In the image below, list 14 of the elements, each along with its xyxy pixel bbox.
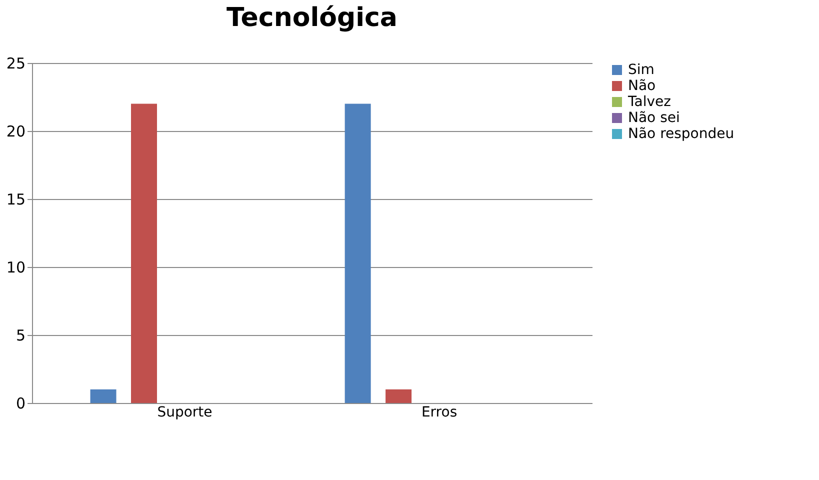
chart-title: Tecnológica (226, 3, 398, 33)
y-tick-label: 15 (6, 190, 26, 208)
x-tick-label: Erros (421, 404, 458, 420)
x-tick-label: Suporte (157, 404, 212, 420)
legend-label: Não sei (628, 110, 680, 126)
y-tick-label: 0 (16, 394, 26, 412)
legend-label: Sim (628, 62, 654, 78)
y-tick-label: 5 (16, 326, 26, 344)
y-tick-label: 20 (6, 122, 26, 140)
y-tick-label: 10 (6, 258, 26, 276)
legend-label: Talvez (627, 94, 671, 110)
legend-label: Não (628, 78, 656, 94)
y-tick-label: 25 (6, 54, 26, 72)
legend-label: Não respondeu (628, 126, 734, 142)
